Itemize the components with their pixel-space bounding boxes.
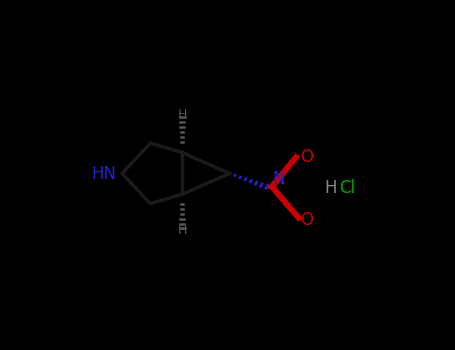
Text: O: O [300,211,313,229]
Text: H: H [177,224,187,237]
Text: HN: HN [92,164,117,182]
Text: O: O [300,148,313,166]
Text: H: H [177,108,187,121]
Text: Cl: Cl [339,178,355,197]
Text: N: N [273,170,285,188]
Text: H: H [325,178,337,197]
